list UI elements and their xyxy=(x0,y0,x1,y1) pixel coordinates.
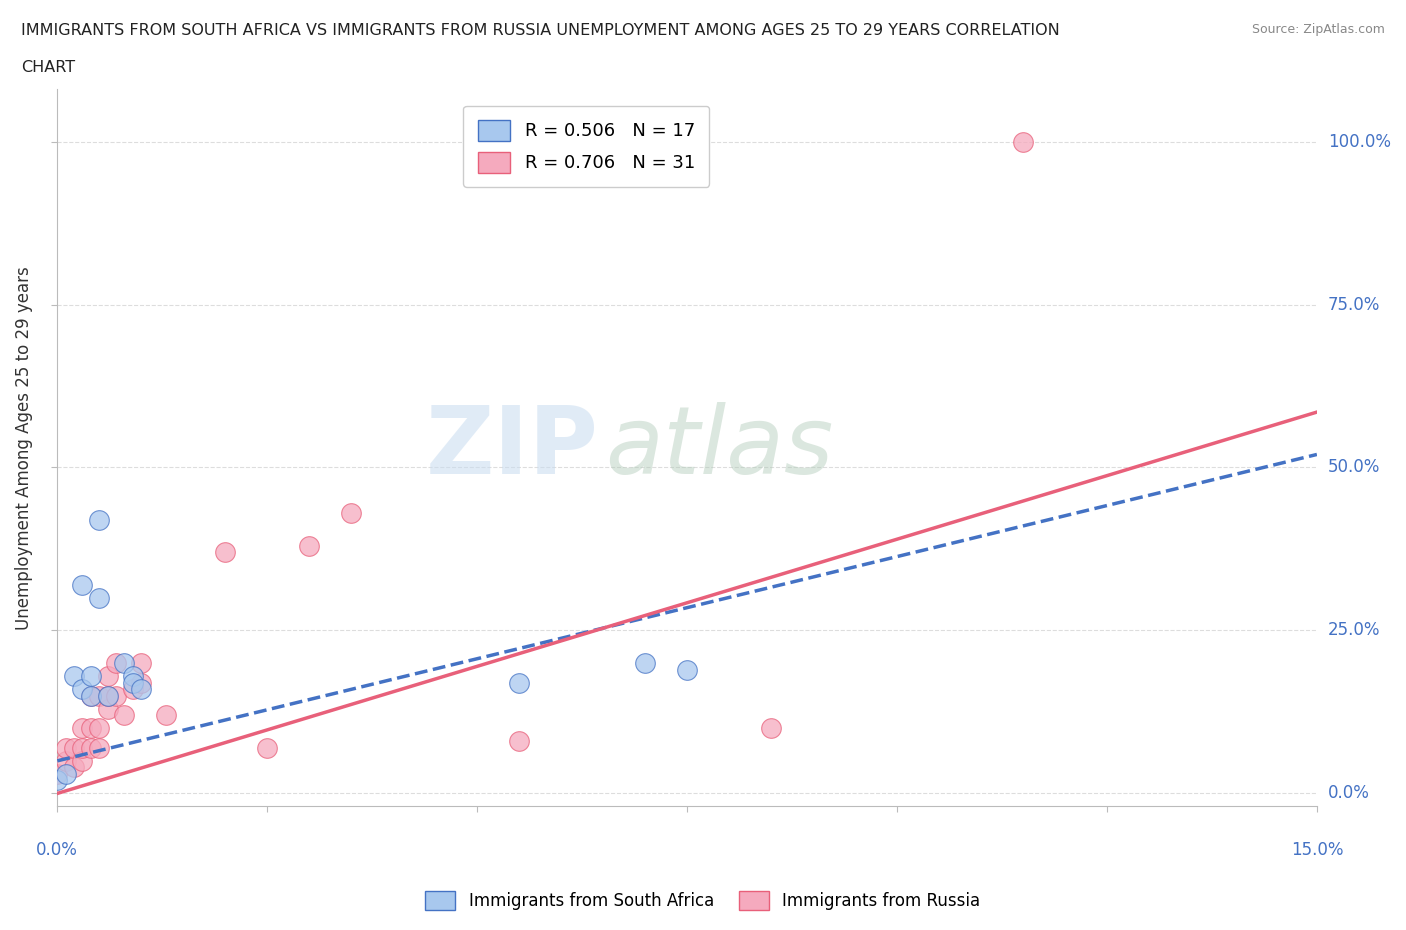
Point xyxy=(46,773,69,788)
Point xyxy=(46,766,69,781)
Point xyxy=(97,701,120,716)
Point xyxy=(55,740,77,755)
Point xyxy=(214,545,236,560)
Point xyxy=(89,512,111,527)
Point xyxy=(72,578,94,592)
Point xyxy=(80,740,103,755)
Point xyxy=(340,506,363,521)
Text: 0.0%: 0.0% xyxy=(1329,784,1369,803)
Text: ZIP: ZIP xyxy=(426,402,599,494)
Point xyxy=(63,760,86,775)
Point xyxy=(63,740,86,755)
Point xyxy=(55,753,77,768)
Point xyxy=(80,688,103,703)
Point xyxy=(72,740,94,755)
Point xyxy=(80,669,103,684)
Text: 25.0%: 25.0% xyxy=(1329,621,1381,640)
Point xyxy=(72,721,94,736)
Point xyxy=(63,669,86,684)
Text: CHART: CHART xyxy=(21,60,75,75)
Point xyxy=(122,669,145,684)
Point xyxy=(508,675,530,690)
Point xyxy=(80,688,103,703)
Text: 50.0%: 50.0% xyxy=(1329,458,1381,476)
Point xyxy=(129,682,152,697)
Text: IMMIGRANTS FROM SOUTH AFRICA VS IMMIGRANTS FROM RUSSIA UNEMPLOYMENT AMONG AGES 2: IMMIGRANTS FROM SOUTH AFRICA VS IMMIGRAN… xyxy=(21,23,1060,38)
Point xyxy=(89,740,111,755)
Point xyxy=(72,753,94,768)
Point xyxy=(122,675,145,690)
Point xyxy=(298,538,321,553)
Point xyxy=(122,682,145,697)
Text: Source: ZipAtlas.com: Source: ZipAtlas.com xyxy=(1251,23,1385,36)
Legend: R = 0.506   N = 17, R = 0.706   N = 31: R = 0.506 N = 17, R = 0.706 N = 31 xyxy=(464,106,710,187)
Point xyxy=(105,688,128,703)
Point xyxy=(1012,134,1035,149)
Point xyxy=(55,766,77,781)
Point xyxy=(129,675,152,690)
Text: atlas: atlas xyxy=(605,403,834,494)
Point xyxy=(114,656,136,671)
Point xyxy=(89,721,111,736)
Point xyxy=(89,688,111,703)
Point xyxy=(72,682,94,697)
Point xyxy=(759,721,782,736)
Text: 100.0%: 100.0% xyxy=(1329,133,1391,151)
Point xyxy=(676,662,699,677)
Point xyxy=(97,669,120,684)
Point xyxy=(129,656,152,671)
Point xyxy=(508,734,530,749)
Point xyxy=(256,740,278,755)
Y-axis label: Unemployment Among Ages 25 to 29 years: Unemployment Among Ages 25 to 29 years xyxy=(15,266,32,630)
Text: 0.0%: 0.0% xyxy=(37,842,79,859)
Text: 75.0%: 75.0% xyxy=(1329,296,1381,313)
Point xyxy=(105,656,128,671)
Point xyxy=(155,708,177,723)
Point xyxy=(89,591,111,605)
Point xyxy=(80,721,103,736)
Point xyxy=(97,688,120,703)
Point xyxy=(634,656,657,671)
Text: 15.0%: 15.0% xyxy=(1291,842,1343,859)
Point xyxy=(97,688,120,703)
Point xyxy=(114,708,136,723)
Legend: Immigrants from South Africa, Immigrants from Russia: Immigrants from South Africa, Immigrants… xyxy=(419,884,987,917)
